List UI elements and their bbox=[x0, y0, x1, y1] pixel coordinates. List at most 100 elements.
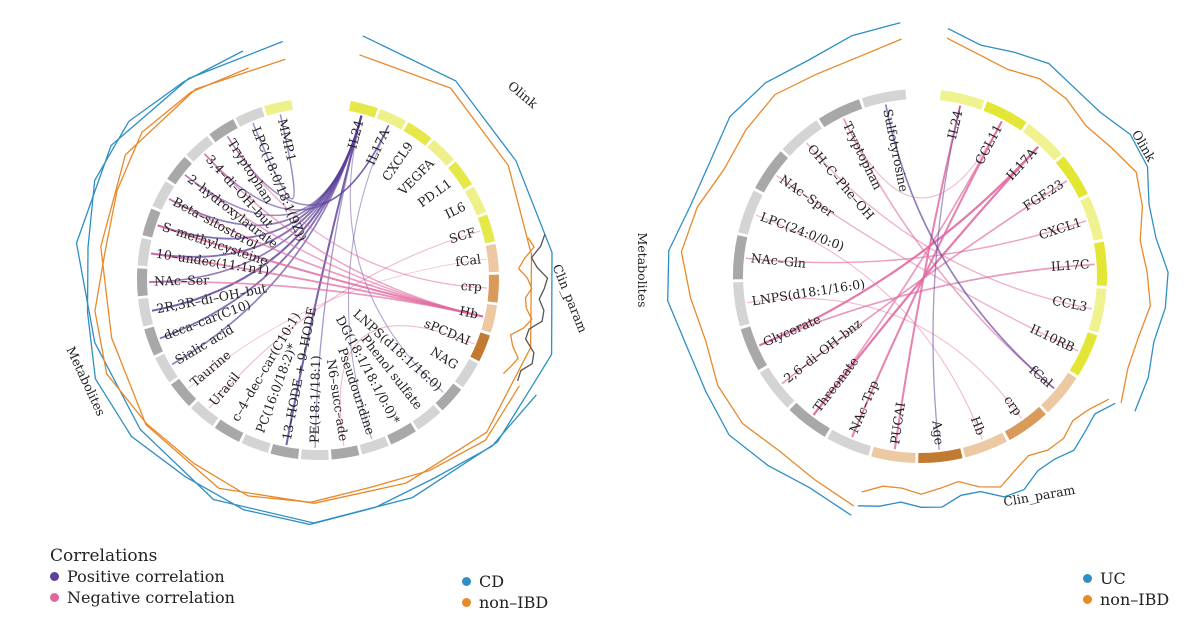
sector-il17a bbox=[1023, 123, 1062, 161]
cd-dot-icon bbox=[462, 577, 471, 586]
link-hb-3-4-di-oh-but bbox=[203, 153, 483, 318]
sector-nac-sper bbox=[755, 151, 789, 193]
sector-label-nac-trp: NAc–Trp bbox=[846, 378, 881, 435]
sector-pc-16-0-18-2 bbox=[241, 433, 271, 453]
sector-pseudouridine bbox=[359, 436, 389, 455]
legend-title: Correlations bbox=[50, 546, 158, 566]
link-pucai-il24 bbox=[893, 105, 962, 450]
legend-nonibd-label-1: non–IBD bbox=[479, 593, 549, 612]
link-tryptophan-ccl11 bbox=[843, 118, 1003, 199]
sector-label-nac-sper: NAc–Sper bbox=[777, 172, 837, 221]
cd-cohort-legend: CD non–IBD bbox=[462, 571, 548, 613]
cd-chord-diagram: IL24IL17ACXCL9VEGFAPD.L1IL6SCFfCalcrpHbs… bbox=[63, 35, 591, 526]
sector-label-il24: IL24 bbox=[344, 118, 366, 150]
envelope-clin-disease bbox=[516, 234, 549, 382]
sector-beta-sitosterol bbox=[152, 181, 175, 210]
sector-nac-ser bbox=[137, 268, 148, 297]
link-2-6-di-oh-bnz-fgf-23 bbox=[781, 180, 1068, 385]
sector-hb bbox=[962, 432, 1007, 458]
links-layer bbox=[745, 104, 1095, 450]
sector-c-4-dec-car-c10-1 bbox=[214, 419, 244, 442]
sector-oh-c-phe-oh bbox=[782, 120, 823, 157]
link-lnps-d18-1-16-0-crp bbox=[747, 297, 1022, 419]
link-il17a-pseudouridine bbox=[347, 125, 390, 440]
link-fcal-taurine bbox=[188, 258, 486, 389]
link-sulfotyrosine-fcal bbox=[884, 104, 1055, 390]
uc-chord-diagram: IL24 CCL11IL17AFGF.23CXCL1IL17CCCL3IL10RB… bbox=[635, 22, 1169, 516]
legend-cd-label: CD bbox=[479, 572, 505, 591]
group-label-clin: Clin_param bbox=[550, 262, 591, 335]
envelope-olink-disease bbox=[947, 28, 1169, 412]
sector-threonate bbox=[789, 402, 830, 437]
envelope-metab-non-ibd bbox=[680, 38, 902, 507]
legend-positive-label: Positive correlation bbox=[67, 567, 225, 586]
sector-cxcl9 bbox=[403, 122, 432, 146]
legend-negative-label: Negative correlation bbox=[67, 588, 235, 607]
sector-fcal bbox=[485, 244, 499, 273]
legend-positive: Positive correlation bbox=[50, 566, 235, 587]
sector-label-scf: SCF bbox=[447, 224, 477, 246]
sector-label-il24: IL24 bbox=[944, 109, 965, 141]
link-scf-uracil bbox=[208, 230, 481, 409]
sector-label-il6: IL6 bbox=[442, 199, 468, 222]
sector-fgf-23 bbox=[1055, 156, 1088, 199]
legend-uc: UC bbox=[1083, 568, 1169, 589]
sector-sulfotyrosine bbox=[861, 89, 907, 108]
sector-2r-3r-di-oh-but bbox=[138, 297, 154, 327]
links-layer bbox=[148, 114, 487, 449]
sector-label-glycerate: Glycerate bbox=[761, 311, 823, 349]
envelope-metab-non-ibd bbox=[94, 67, 520, 503]
sector-tryptophan bbox=[209, 119, 238, 143]
sector-lpc-18-0-18-1-9z bbox=[235, 107, 265, 127]
sector-label-mmp-1: MMP.1 bbox=[275, 117, 299, 163]
sector-il10rb bbox=[1069, 332, 1098, 376]
sector-ccl11 bbox=[983, 101, 1027, 131]
sector-il17a bbox=[377, 109, 407, 130]
sector-ccl3 bbox=[1088, 288, 1107, 333]
sector-pd-l1 bbox=[448, 161, 473, 190]
envelope-olink-non-ibd bbox=[946, 37, 1151, 403]
link-spcdai-n6-succ-ade bbox=[339, 325, 475, 447]
link-mmp-1-lpc-18-0-18-1-9z bbox=[252, 114, 295, 200]
sector-crp bbox=[1004, 406, 1046, 441]
nonibd-dot-icon-2 bbox=[1083, 595, 1092, 604]
group-label-olink: Olink bbox=[1129, 127, 1159, 164]
uc-dot-icon bbox=[1083, 574, 1092, 583]
envelope-metab-disease bbox=[667, 22, 901, 516]
sector-dg-18-1-18-1-0-0 bbox=[387, 422, 416, 445]
envelope-olink-non-ibd bbox=[100, 54, 533, 504]
link-nac-sper-il10rb bbox=[776, 175, 1079, 352]
sector-hb bbox=[481, 303, 498, 333]
sector-10-undec-11-1n1 bbox=[137, 237, 152, 267]
sector-taurine bbox=[171, 378, 197, 407]
sector-label-il17c: IL17C bbox=[1050, 256, 1090, 274]
sector-il24 bbox=[939, 90, 985, 110]
sector-nac-gln bbox=[732, 235, 748, 280]
sector-label-lnps-d18-1-16-0: LNPS(d18:1/16:0) bbox=[751, 276, 866, 308]
envelope-metab-disease bbox=[86, 50, 537, 526]
link-il24-age bbox=[932, 105, 961, 450]
link-il24-pe-18-1-18-1 bbox=[314, 115, 363, 449]
sector-fcal bbox=[1041, 372, 1077, 413]
sector-age bbox=[918, 448, 963, 464]
link-oh-c-phe-oh-ccl3 bbox=[805, 142, 1093, 310]
uc-cohort-legend: UC non–IBD bbox=[1083, 568, 1169, 610]
sector-nag bbox=[454, 359, 478, 388]
sector-il17c bbox=[1093, 241, 1107, 286]
sector-label-pe-18-1-18-1: PE(18:1/18:1) bbox=[307, 355, 324, 443]
sector-glycerate bbox=[740, 326, 768, 371]
sector-label-cxcl1: CXCL1 bbox=[1037, 214, 1084, 242]
sector-label-nac-gln: NAc–Gln bbox=[750, 250, 806, 271]
sector-tryptophan bbox=[818, 99, 863, 128]
sector-label-hb: Hb bbox=[458, 303, 480, 322]
sector-label-spcdai: sPCDAI bbox=[422, 316, 472, 348]
sector-s-methylcysteine bbox=[142, 208, 161, 238]
sector-3-4-di-oh-but bbox=[186, 135, 214, 162]
sector-lnps-d18-1-16-0 bbox=[435, 383, 462, 411]
sector-lnps-d18-1-16-0 bbox=[733, 281, 750, 327]
envelope-clin-non-ibd bbox=[861, 398, 1110, 495]
nonibd-dot-icon bbox=[462, 598, 471, 607]
envelope-clin-disease bbox=[857, 402, 1116, 508]
sector-scf bbox=[477, 214, 495, 244]
